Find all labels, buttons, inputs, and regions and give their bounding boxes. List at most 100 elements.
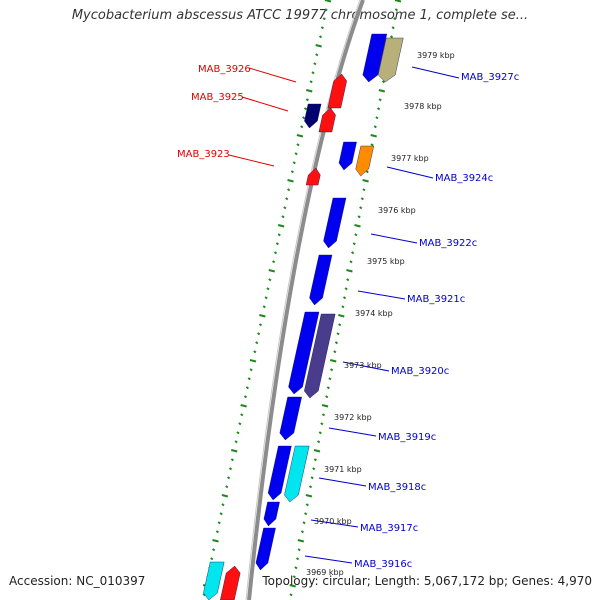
outer-scale-tick (266, 287, 270, 291)
gene-label-reverse[interactable]: MAB_3920c (391, 366, 449, 377)
outer-scale-tick (311, 71, 315, 75)
outer-scale-tick (212, 539, 219, 543)
inner-scale-tick (328, 377, 332, 381)
outer-scale-tick (313, 62, 317, 66)
gene-mab3920c-b-arrow[interactable] (304, 313, 336, 399)
gene-mab3923-arrow[interactable] (305, 167, 321, 186)
outer-scale-tick (315, 53, 319, 57)
label-leader-line (318, 477, 367, 487)
inner-scale-tick (376, 107, 381, 111)
outer-scale-tick (324, 0, 332, 3)
gene-mab3919c-arrow[interactable] (279, 396, 302, 441)
gene-mab3916c-arrow[interactable] (255, 527, 276, 571)
gene-mab3921c-arrow[interactable] (309, 254, 333, 306)
outer-scale-tick (272, 260, 276, 264)
outer-scale-tick (285, 197, 289, 201)
gene-label-reverse[interactable]: MAB_3916c (354, 559, 412, 570)
gene-label-forward[interactable]: MAB_3925 (191, 92, 244, 103)
inner-scale-tick (362, 188, 366, 192)
outer-scale-track (202, 0, 332, 597)
gene-label-reverse[interactable]: MAB_3919c (378, 432, 436, 443)
gene-labels[interactable]: MAB_3926 MAB_3925 MAB_3923 MAB_3927c MAB_392… (177, 64, 519, 570)
outer-scale-tick (290, 170, 294, 174)
inner-scale-tick (346, 278, 350, 282)
gene-mab3918c-a-arrow[interactable] (267, 445, 292, 501)
inner-scale-tick (354, 233, 358, 237)
gene-mab3918c-b-arrow[interactable] (284, 445, 310, 503)
gene-label-reverse[interactable]: MAB_3927c (461, 72, 519, 83)
gene-label-reverse[interactable]: MAB_3918c (368, 482, 426, 493)
outer-scale-tick (273, 251, 278, 255)
outer-scale-tick (305, 98, 309, 102)
outer-scale-tick (212, 548, 216, 552)
inner-scale-tick (352, 242, 356, 246)
outer-scale-tick (262, 305, 266, 309)
gene-label-reverse[interactable]: MAB_3924c (435, 173, 493, 184)
gene-label-forward[interactable]: MAB_3926 (198, 64, 251, 75)
gene-mab3917c-arrow[interactable] (263, 501, 280, 527)
inner-scale-tick (334, 341, 339, 345)
scale-label: 3975 kbp (367, 257, 405, 266)
inner-scale-tick (391, 26, 395, 30)
inner-scale-tick (300, 530, 305, 534)
outer-scale-tick (300, 125, 304, 129)
inner-scale-tick (378, 89, 386, 93)
outer-scale-tick (249, 368, 253, 372)
scale-label: 3977 kbp (391, 154, 429, 163)
gene-mab3926-arrow[interactable] (327, 73, 347, 109)
outer-scale-tick (268, 278, 272, 282)
inner-scale-tick (326, 386, 330, 390)
label-leader-line (386, 166, 434, 179)
inner-scale-tick (344, 287, 348, 291)
outer-scale-tick (236, 431, 240, 435)
inner-scale-tick (329, 359, 337, 363)
gene-mab3925-arrow[interactable] (304, 103, 322, 129)
gene-cyan-bottom-arrow[interactable] (203, 561, 225, 600)
label-leader-line (228, 154, 275, 167)
gene-mab3927c-a-arrow[interactable] (362, 33, 388, 83)
inner-scale-tick (304, 512, 308, 516)
inner-scale-tick (312, 467, 316, 471)
inner-scale-tick (359, 206, 363, 210)
gene-mab3925b-arrow[interactable] (318, 107, 336, 133)
label-leader-line (241, 96, 289, 112)
gene-mab3924c-b-arrow[interactable] (355, 145, 375, 177)
inner-scale-tick (297, 539, 305, 543)
label-leader-line (357, 290, 406, 300)
gene-mab3922c-arrow[interactable] (323, 197, 347, 249)
outer-scale-tick (275, 242, 279, 246)
inner-scale-tick (297, 548, 301, 552)
gene-mab3920c-a-arrow[interactable] (288, 311, 320, 395)
inner-scale-tick (354, 224, 361, 228)
outer-scale-tick (303, 107, 308, 111)
gene-mab3927c-b-arrow[interactable] (377, 37, 404, 83)
inner-scale-tick (342, 296, 347, 300)
outer-scale-tick (324, 8, 328, 12)
inner-scale-tick (318, 431, 322, 435)
gene-label-reverse[interactable]: MAB_3921c (407, 294, 465, 305)
outer-scale-tick (243, 395, 248, 399)
gene-red-bottom-arrow[interactable] (220, 565, 241, 600)
outer-scale-tick (294, 152, 298, 156)
gene-features[interactable] (203, 33, 404, 600)
gene-label-reverse[interactable]: MAB_3922c (419, 238, 477, 249)
scale-label: 3979 kbp (417, 51, 455, 60)
inner-scale-tick (305, 494, 313, 498)
gene-mab3924c-a-arrow[interactable] (338, 141, 357, 171)
gene-label-forward[interactable]: MAB_3923 (177, 149, 230, 160)
outer-scale-tick (287, 179, 294, 183)
outer-scale-tick (322, 17, 326, 21)
label-leader-line (310, 519, 359, 528)
inner-scale-tick (292, 575, 296, 579)
outer-scale-tick (292, 161, 296, 165)
inner-scale-tick (308, 485, 313, 489)
outer-scale-tick (287, 188, 291, 192)
inner-scale-tick (360, 197, 364, 201)
inner-scale-tick (338, 314, 345, 318)
inner-scale-tick (373, 125, 377, 129)
scale-label: 3969 kbp (306, 568, 344, 577)
outer-scale-tick (225, 485, 229, 489)
gene-label-reverse[interactable]: MAB_3917c (360, 523, 418, 534)
scale-label: 3970 kbp (314, 517, 352, 526)
